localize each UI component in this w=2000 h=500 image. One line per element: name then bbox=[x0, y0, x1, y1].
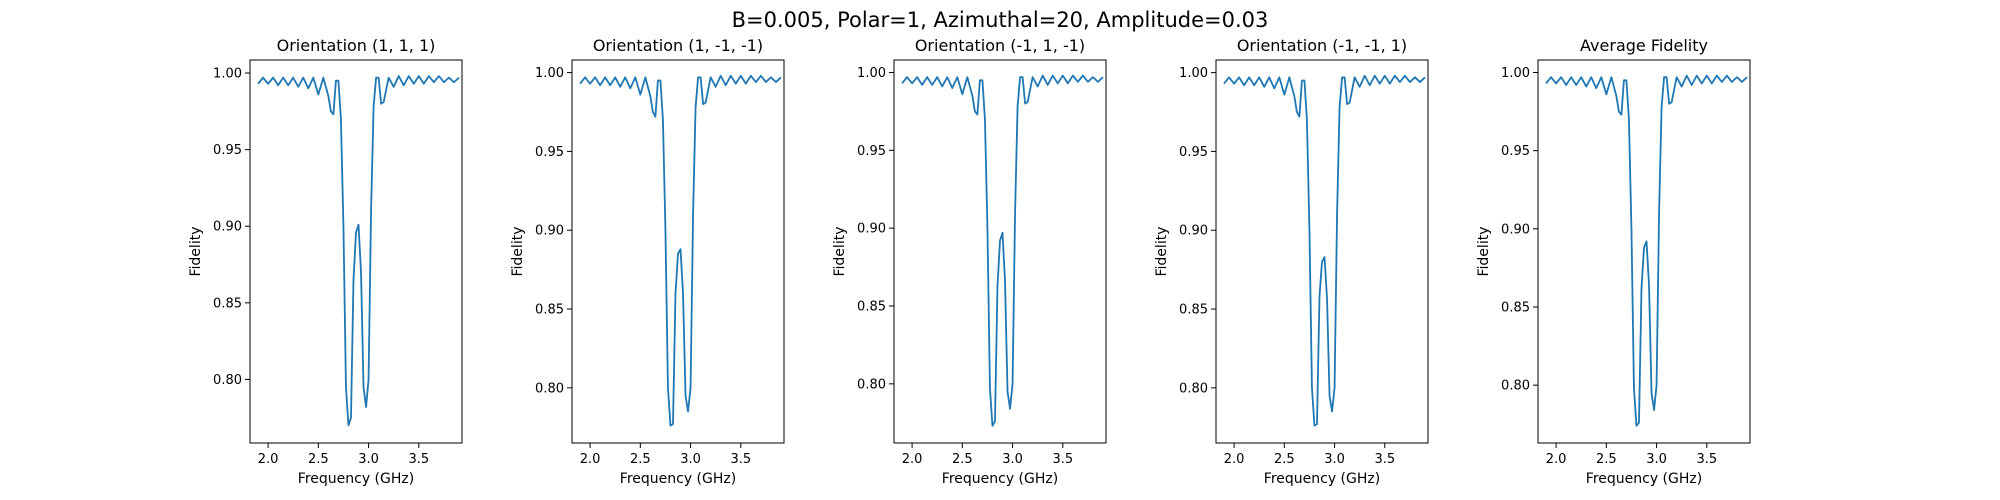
subplot-1: Orientation (1, 1, 1) 2.0 2.5 3.0 3.5 0.80 0.8… bbox=[188, 36, 463, 487]
x-tick-label: 2.5 bbox=[308, 452, 329, 467]
figure-title: B=0.005, Polar=1, Azimuthal=20, Amplitud… bbox=[732, 8, 1269, 32]
x-tick-label: 2.5 bbox=[1274, 452, 1295, 467]
y-axis-label: Fidelity bbox=[510, 227, 526, 277]
y-axis-label: Fidelity bbox=[1154, 227, 1170, 277]
x-tick-label: 2.0 bbox=[258, 452, 279, 467]
x-tick-label: 2.0 bbox=[1546, 452, 1567, 467]
panels: Orientation (1, 1, 1) 2.0 2.5 3.0 3.5 0.80 0.8… bbox=[188, 36, 1751, 487]
plot-frame bbox=[571, 59, 785, 444]
y-tick-label: 0.90 bbox=[1179, 224, 1208, 239]
y-tick-label: 0.95 bbox=[213, 143, 242, 158]
y-tick-label: 0.85 bbox=[1501, 300, 1530, 315]
x-tick-label: 2.5 bbox=[952, 452, 973, 467]
x-axis-label: Frequency (GHz) bbox=[620, 471, 736, 487]
y-tick-label: 0.90 bbox=[535, 224, 564, 239]
y-tick-label: 1.00 bbox=[535, 66, 564, 81]
x-tick-label: 3.5 bbox=[1374, 452, 1395, 467]
y-tick-label: 0.80 bbox=[213, 373, 242, 388]
x-axis-label: Frequency (GHz) bbox=[1586, 471, 1702, 487]
x-tick-label: 3.5 bbox=[408, 452, 429, 467]
subplot-2: Orientation (1, -1, -1) 2.0 2.5 3.0 3.5 0.80 0… bbox=[510, 36, 785, 487]
subplot-3: Orientation (-1, 1, -1) 2.0 2.5 3.0 3.5 0.80 0… bbox=[832, 36, 1107, 487]
x-tick-label: 3.5 bbox=[730, 452, 751, 467]
subplot-title: Orientation (1, -1, -1) bbox=[593, 36, 763, 55]
x-tick-label: 2.5 bbox=[630, 452, 651, 467]
subplot-title: Orientation (-1, 1, -1) bbox=[915, 36, 1085, 55]
y-tick-label: 0.85 bbox=[857, 299, 886, 314]
y-tick-label: 1.00 bbox=[1501, 66, 1530, 81]
y-tick-label: 0.80 bbox=[1501, 379, 1530, 394]
y-tick-label: 0.80 bbox=[1179, 381, 1208, 396]
fidelity-series-line bbox=[257, 75, 460, 427]
x-axis-label: Frequency (GHz) bbox=[298, 471, 414, 487]
fidelity-series-line bbox=[579, 74, 782, 427]
fidelity-series-line bbox=[901, 74, 1104, 427]
y-axis-label: Fidelity bbox=[188, 227, 204, 277]
x-tick-label: 2.5 bbox=[1596, 452, 1617, 467]
plot-frame bbox=[1215, 59, 1429, 444]
y-tick-label: 0.95 bbox=[535, 145, 564, 160]
x-tick-label: 2.0 bbox=[1224, 452, 1245, 467]
y-tick-label: 0.90 bbox=[213, 220, 242, 235]
x-tick-label: 3.0 bbox=[1002, 452, 1023, 467]
x-tick-label: 2.0 bbox=[902, 452, 923, 467]
y-tick-label: 0.90 bbox=[1501, 222, 1530, 237]
fidelity-series-line bbox=[1545, 74, 1748, 427]
plot-frame bbox=[1537, 59, 1751, 444]
y-tick-label: 0.95 bbox=[857, 144, 886, 159]
y-tick-label: 0.85 bbox=[1179, 303, 1208, 318]
y-tick-label: 1.00 bbox=[857, 66, 886, 81]
x-axis-label: Frequency (GHz) bbox=[942, 471, 1058, 487]
y-tick-label: 0.95 bbox=[1501, 144, 1530, 159]
x-axis-label: Frequency (GHz) bbox=[1264, 471, 1380, 487]
subplot-title: Average Fidelity bbox=[1580, 36, 1708, 55]
y-tick-label: 0.90 bbox=[857, 222, 886, 237]
x-tick-label: 3.0 bbox=[680, 452, 701, 467]
y-tick-label: 0.85 bbox=[213, 296, 242, 311]
x-tick-label: 3.5 bbox=[1696, 452, 1717, 467]
x-tick-label: 2.0 bbox=[580, 452, 601, 467]
y-axis-label: Fidelity bbox=[1476, 227, 1492, 277]
plot-frame bbox=[249, 59, 463, 444]
subplot-4: Orientation (-1, -1, 1) 2.0 2.5 3.0 3.5 0.80 0… bbox=[1154, 36, 1429, 487]
x-tick-label: 3.0 bbox=[358, 452, 379, 467]
x-tick-label: 3.0 bbox=[1646, 452, 1667, 467]
plot-frame bbox=[893, 59, 1107, 444]
y-tick-label: 0.80 bbox=[535, 381, 564, 396]
subplot-title: Orientation (1, 1, 1) bbox=[277, 36, 436, 55]
y-tick-label: 0.85 bbox=[535, 303, 564, 318]
y-tick-label: 1.00 bbox=[1179, 66, 1208, 81]
subplot-title: Orientation (-1, -1, 1) bbox=[1237, 36, 1407, 55]
subplot-5: Average Fidelity 2.0 2.5 3.0 3.5 0.80 0.85 0.90… bbox=[1476, 36, 1751, 487]
y-tick-label: 1.00 bbox=[213, 67, 242, 82]
y-tick-label: 0.80 bbox=[857, 377, 886, 392]
y-tick-label: 0.95 bbox=[1179, 145, 1208, 160]
x-tick-label: 3.0 bbox=[1324, 452, 1345, 467]
x-tick-label: 3.5 bbox=[1052, 452, 1073, 467]
fidelity-series-line bbox=[1223, 74, 1426, 427]
y-axis-label: Fidelity bbox=[832, 227, 848, 277]
